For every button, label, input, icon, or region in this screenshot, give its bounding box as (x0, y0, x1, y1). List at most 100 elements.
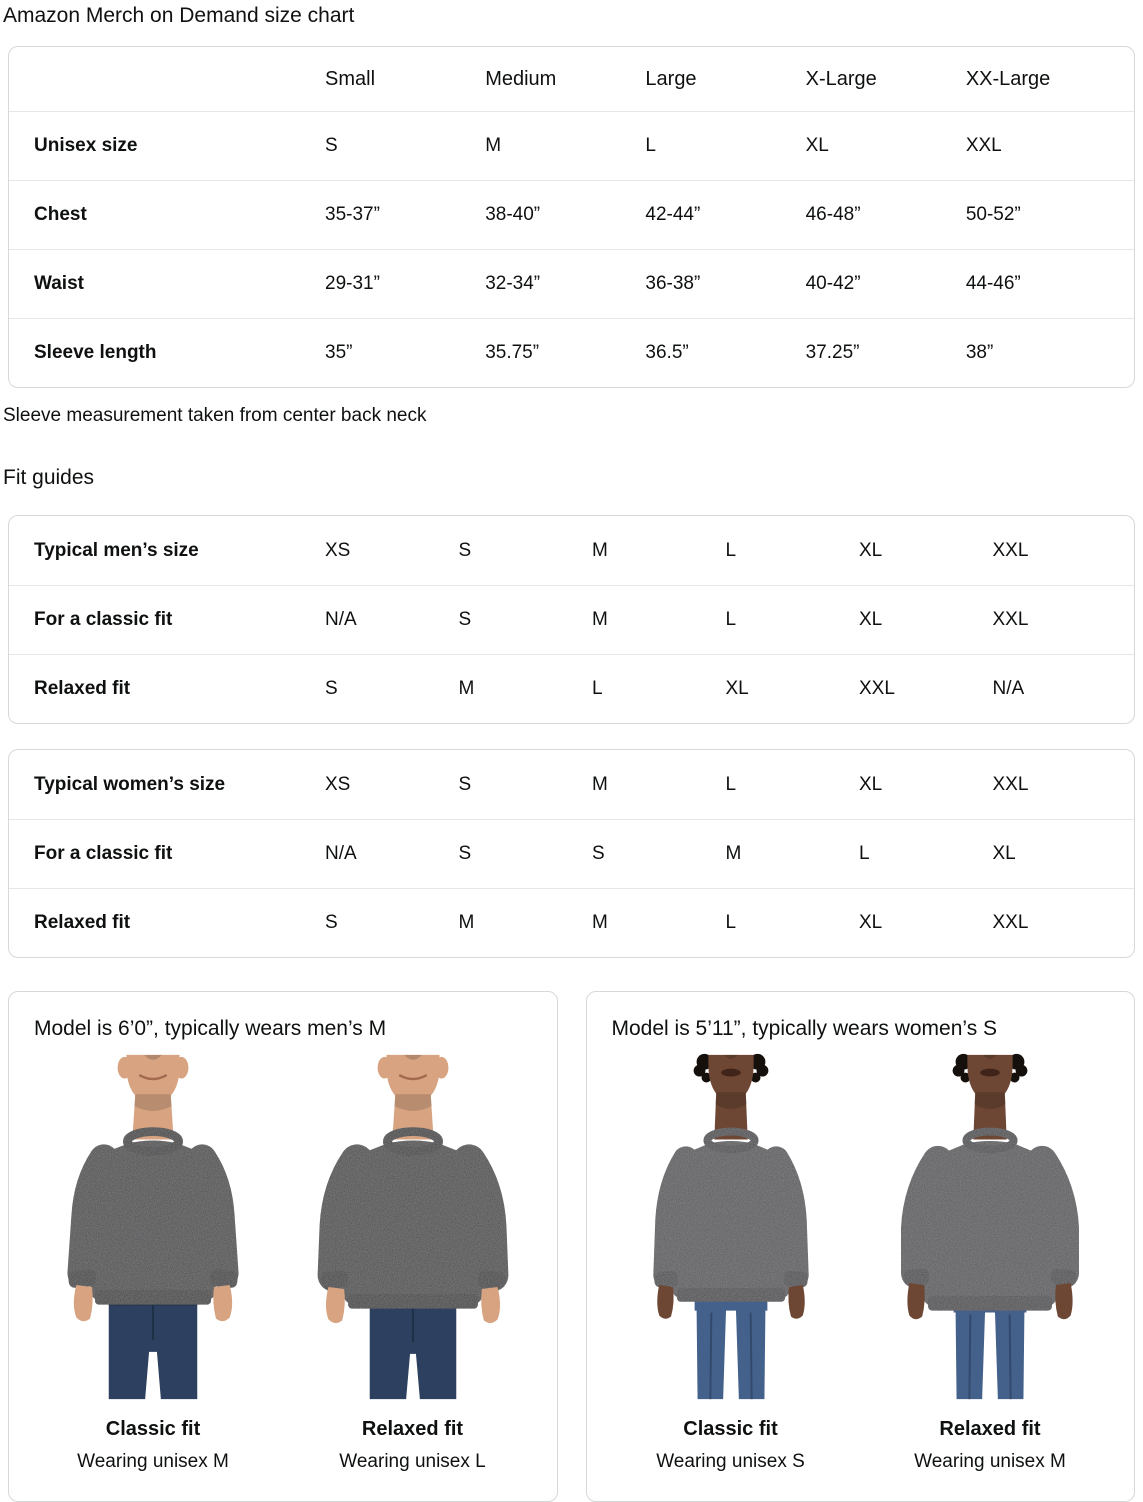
fit-cell: XL (725, 678, 749, 699)
measure-cell: 44-46” (965, 273, 1021, 294)
table-row-chest: Chest 35-37” 38-40” 42-44” 46-48” 50-52” (9, 180, 1134, 249)
measure-cell: 35-37” (325, 204, 380, 225)
table-row-womens-relaxed-fit: Relaxed fit S M M L XL XXL (9, 888, 1134, 957)
fit-cell: N/A (325, 843, 357, 864)
fit-cell: L (725, 539, 737, 561)
row-label: Waist (34, 273, 84, 294)
womens-relaxed-model-photo (901, 1053, 1079, 1400)
mens-fit-table: Typical men’s size XS S M L XL XXL For a… (8, 515, 1135, 724)
table-row-sleeve-length: Sleeve length 35” 35.75” 36.5” 37.25” 38… (9, 318, 1134, 387)
fit-type-label: Relaxed fit (361, 1418, 464, 1440)
fit-cell: XL (859, 609, 883, 630)
size-cell: L (645, 135, 656, 156)
fit-cell: XS (325, 773, 351, 795)
measure-cell: 46-48” (805, 204, 861, 225)
fit-cell: XS (325, 539, 351, 561)
table-row-typical-mens-size: Typical men’s size XS S M L XL XXL (9, 516, 1134, 585)
wearing-size-label: Wearing unisex S (656, 1451, 805, 1472)
fit-cell: M (592, 912, 608, 933)
fit-cell: S (458, 609, 472, 630)
size-cell: M (485, 135, 502, 156)
table-row-mens-classic-fit: For a classic fit N/A S M L XL XXL (9, 585, 1134, 654)
fit-cell: M (458, 912, 475, 933)
womens-card-heading: Model is 5’11”, typically wears women’s … (611, 1017, 998, 1040)
mens-relaxed-figure: Relaxed fit Wearing unisex L (295, 1052, 531, 1473)
fit-cell: XXL (992, 539, 1029, 561)
measure-cell: 35.75” (485, 342, 540, 363)
fit-type-label: Classic fit (105, 1418, 201, 1440)
fit-cell: N/A (325, 609, 357, 630)
fit-cell: S (458, 539, 472, 561)
fit-cell: XXL (992, 912, 1029, 933)
row-label: Typical men’s size (34, 539, 199, 561)
row-label: Sleeve length (34, 342, 157, 363)
column-header-small: Small (325, 67, 376, 90)
table-row-unisex-size: Unisex size S M L XL XXL (9, 111, 1134, 180)
fit-cell: L (725, 773, 737, 795)
column-header-large: Large (645, 67, 697, 90)
womens-model-card: Model is 5’11”, typically wears women’s … (585, 991, 1135, 1502)
mens-model-card: Model is 6’0”, typically wears men’s M (8, 991, 558, 1502)
measure-cell: 38” (965, 342, 994, 363)
womens-classic-model-photo (652, 1053, 809, 1400)
fit-cell: XL (992, 843, 1016, 864)
row-label: For a classic fit (34, 843, 173, 864)
fit-cell: M (725, 843, 742, 864)
measure-cell: 35” (325, 342, 353, 363)
row-label: Typical women’s size (34, 773, 226, 795)
womens-fit-table: Typical women’s size XS S M L XL XXL For… (8, 749, 1135, 958)
measure-cell: 32-34” (485, 273, 541, 294)
size-cell: XL (805, 135, 829, 156)
column-header-xx-large: XX-Large (965, 67, 1051, 90)
fit-cell: N/A (992, 678, 1025, 699)
column-header-medium: Medium (485, 67, 557, 90)
fit-cell: XL (859, 539, 883, 561)
womens-classic-figure: Classic fit Wearing unisex S (613, 1052, 849, 1473)
measure-cell: 40-42” (805, 273, 861, 294)
fit-cell: XXL (992, 609, 1029, 630)
fit-cell: L (725, 609, 737, 630)
fit-cell: S (458, 773, 472, 795)
row-label: For a classic fit (34, 609, 173, 630)
size-chart-header-row: Small Medium Large X-Large XX-Large (9, 47, 1134, 111)
row-label: Relaxed fit (34, 678, 131, 699)
mens-classic-figure: Classic fit Wearing unisex M (35, 1052, 271, 1473)
fit-cell: XXL (859, 678, 895, 699)
mens-figures: Classic fit Wearing unisex M (31, 1052, 535, 1473)
fit-guides-heading: Fit guides (3, 466, 95, 489)
fit-cell: M (458, 678, 475, 699)
fit-type-label: Relaxed fit (939, 1418, 1041, 1440)
womens-relaxed-figure: Relaxed fit Wearing unisex M (872, 1052, 1108, 1473)
fit-cell: XL (859, 773, 883, 795)
table-row-mens-relaxed-fit: Relaxed fit S M L XL XXL N/A (9, 654, 1134, 723)
model-cards: Model is 6’0”, typically wears men’s M (8, 991, 1135, 1502)
row-label: Chest (34, 204, 87, 225)
measure-cell: 36-38” (645, 273, 701, 294)
measure-cell: 29-31” (325, 273, 380, 294)
size-chart-table: Small Medium Large X-Large XX-Large Unis… (8, 46, 1135, 388)
mens-card-heading: Model is 6’0”, typically wears men’s M (34, 1017, 387, 1040)
fit-type-label: Classic fit (683, 1418, 778, 1440)
table-row-waist: Waist 29-31” 32-34” 36-38” 40-42” 44-46” (9, 249, 1134, 318)
fit-cell: M (592, 539, 608, 561)
measure-cell: 36.5” (645, 342, 689, 363)
mens-relaxed-model-photo (317, 1054, 508, 1400)
measure-cell: 38-40” (485, 204, 541, 225)
fit-cell: S (592, 843, 605, 864)
fit-cell: L (725, 912, 737, 933)
measure-cell: 50-52” (965, 204, 1021, 225)
wearing-size-label: Wearing unisex M (77, 1451, 229, 1472)
fit-cell: XXL (992, 773, 1029, 795)
mens-classic-model-photo (67, 1054, 239, 1400)
fit-cell: S (458, 843, 472, 864)
row-label: Relaxed fit (34, 912, 131, 933)
sleeve-note: Sleeve measurement taken from center bac… (3, 405, 427, 426)
fit-cell: XL (859, 912, 883, 933)
column-header-x-large: X-Large (805, 67, 877, 90)
measure-cell: 42-44” (645, 204, 701, 225)
fit-cell: S (325, 912, 338, 933)
size-cell: S (325, 135, 338, 156)
wearing-size-label: Wearing unisex L (339, 1451, 486, 1472)
row-label: Unisex size (34, 135, 138, 156)
